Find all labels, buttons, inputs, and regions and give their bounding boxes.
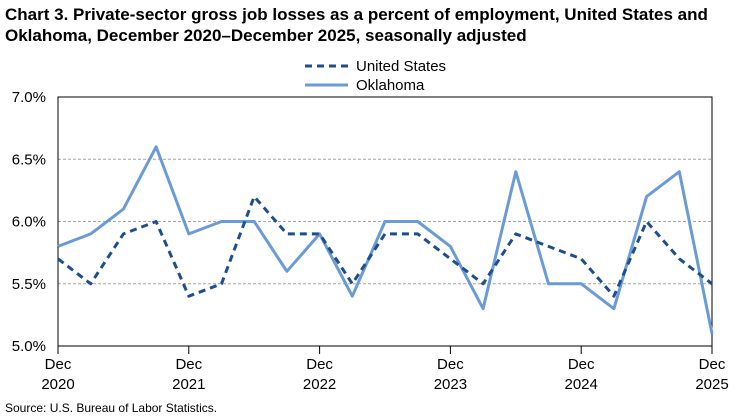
plot-border	[57, 96, 713, 347]
x-tick-year: 2025	[695, 376, 728, 393]
legend-label: United States	[356, 58, 446, 75]
x-tick-month: Dec	[699, 356, 726, 373]
y-tick-label: 5.0%	[12, 338, 46, 355]
legend: United States Oklahoma	[305, 58, 446, 94]
series-line-oklahoma	[57, 145, 714, 334]
x-tick-month: Dec	[45, 356, 72, 373]
legend-label: Oklahoma	[356, 77, 425, 94]
x-tick-year: 2024	[565, 376, 598, 393]
x-tick-year: 2023	[434, 376, 467, 393]
y-axis: 7.0% 6.5% 6.0% 5.5% 5.0%	[12, 89, 46, 355]
x-tick-month: Dec	[175, 356, 202, 373]
y-tick-label: 6.0%	[12, 214, 46, 231]
x-tick-year: 2022	[303, 376, 336, 393]
y-tick-label: 5.5%	[12, 276, 46, 293]
source-note: Source: U.S. Bureau of Labor Statistics.	[5, 401, 218, 415]
x-tick-year: 2021	[172, 376, 205, 393]
x-tick-month: Dec	[306, 356, 333, 373]
x-tick-month: Dec	[568, 356, 595, 373]
y-tick-label: 6.5%	[12, 151, 46, 168]
y-tick-label: 7.0%	[12, 89, 46, 106]
x-axis: Dec 2020 Dec 2021 Dec 2022 Dec 2023 Dec 2024 Dec 20…	[41, 346, 729, 393]
series-line-united-states	[57, 195, 713, 298]
x-tick-month: Dec	[437, 356, 464, 373]
x-tick-year: 2020	[41, 376, 74, 393]
series-lines	[57, 145, 714, 334]
chart-title: Chart 3. Private-sector gross job losses…	[5, 5, 708, 45]
